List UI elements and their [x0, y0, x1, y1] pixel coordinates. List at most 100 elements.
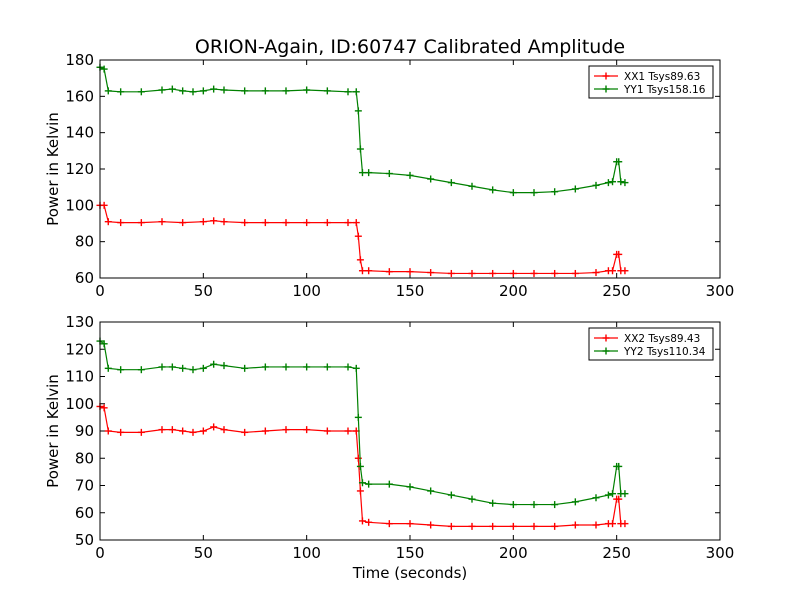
data-point — [489, 186, 497, 194]
data-point — [617, 178, 625, 186]
data-point — [509, 269, 517, 277]
data-point — [621, 179, 629, 187]
data-point — [189, 366, 197, 374]
y-axis-label: Power in Kelvin — [44, 112, 62, 226]
data-point — [551, 188, 559, 196]
data-point — [571, 498, 579, 506]
data-point — [592, 269, 600, 277]
data-point — [323, 219, 331, 227]
data-point — [609, 520, 617, 528]
data-point — [344, 427, 352, 435]
data-point — [468, 495, 476, 503]
data-point — [358, 267, 366, 275]
y-tick-label: 180 — [65, 51, 94, 69]
data-point — [179, 219, 187, 227]
data-point — [365, 267, 373, 275]
data-point — [621, 267, 629, 275]
data-point — [551, 269, 559, 277]
data-point — [406, 268, 414, 276]
data-point — [615, 462, 623, 470]
data-point — [210, 217, 218, 225]
data-point — [261, 219, 269, 227]
x-tick-label: 0 — [95, 544, 105, 562]
legend-item: YY2 Tsys110.34 — [594, 346, 706, 358]
data-point — [621, 490, 629, 498]
data-point — [117, 366, 125, 374]
data-point — [323, 427, 331, 435]
data-point — [352, 88, 360, 96]
data-point — [621, 520, 629, 528]
data-point — [100, 404, 108, 412]
data-point — [365, 480, 373, 488]
legend-item: YY1 Tsys158.16 — [594, 84, 706, 96]
data-point — [137, 219, 145, 227]
data-point — [489, 499, 497, 507]
data-point — [158, 363, 166, 371]
data-point — [220, 362, 228, 370]
data-point — [604, 179, 612, 187]
data-point — [104, 364, 112, 372]
x-tick-label: 200 — [499, 544, 528, 562]
y-tick-label: 160 — [65, 87, 94, 105]
data-point — [179, 87, 187, 95]
data-point — [199, 87, 207, 95]
x-tick-label: 50 — [194, 544, 213, 562]
data-point — [356, 462, 364, 470]
data-point — [282, 87, 290, 95]
legend-box — [588, 65, 714, 99]
x-tick-label: 100 — [292, 282, 321, 300]
y-tick-label: 140 — [65, 124, 94, 142]
y-axis-label: Power in Kelvin — [44, 374, 62, 488]
series-line — [100, 204, 625, 275]
data-point — [609, 178, 617, 186]
data-point — [354, 107, 362, 115]
data-point — [168, 85, 176, 93]
plot-frame — [99, 321, 721, 541]
data-point — [210, 423, 218, 431]
y-tick-label: 120 — [65, 340, 94, 358]
data-point — [199, 364, 207, 372]
data-point — [323, 87, 331, 95]
data-point — [168, 363, 176, 371]
y-tick-label: 50 — [75, 531, 94, 549]
y-tick-label: 90 — [75, 422, 94, 440]
y-tick-label: 60 — [75, 269, 94, 287]
data-point — [615, 250, 623, 258]
data-point — [241, 219, 249, 227]
x-tick-label: 50 — [194, 282, 213, 300]
data-point — [179, 364, 187, 372]
x-axis-label: Time (seconds) — [352, 564, 468, 582]
data-point — [303, 426, 311, 434]
y-tick-label: 80 — [75, 233, 94, 251]
data-point — [168, 426, 176, 434]
data-point — [489, 269, 497, 277]
data-point — [609, 490, 617, 498]
data-point — [447, 269, 455, 277]
data-point — [189, 88, 197, 96]
y-tick-label: 60 — [75, 504, 94, 522]
y-tick-label: 120 — [65, 160, 94, 178]
data-point — [199, 427, 207, 435]
data-point — [117, 428, 125, 436]
y-tick-label: 110 — [65, 368, 94, 386]
data-point — [241, 364, 249, 372]
data-point — [104, 218, 112, 226]
data-point — [406, 483, 414, 491]
data-point — [571, 269, 579, 277]
data-point — [447, 491, 455, 499]
data-point — [530, 501, 538, 509]
data-point — [352, 219, 360, 227]
data-point — [609, 267, 617, 275]
data-point — [356, 256, 364, 264]
bottom-panel: 0 50 100 150 200 250 3005060708090100110120130… — [44, 313, 734, 562]
data-point — [158, 218, 166, 226]
x-tick-label: 300 — [706, 544, 735, 562]
data-point — [615, 158, 623, 166]
data-point — [220, 218, 228, 226]
data-point — [261, 363, 269, 371]
data-point — [427, 175, 435, 183]
data-point — [210, 85, 218, 93]
data-point — [592, 521, 600, 529]
